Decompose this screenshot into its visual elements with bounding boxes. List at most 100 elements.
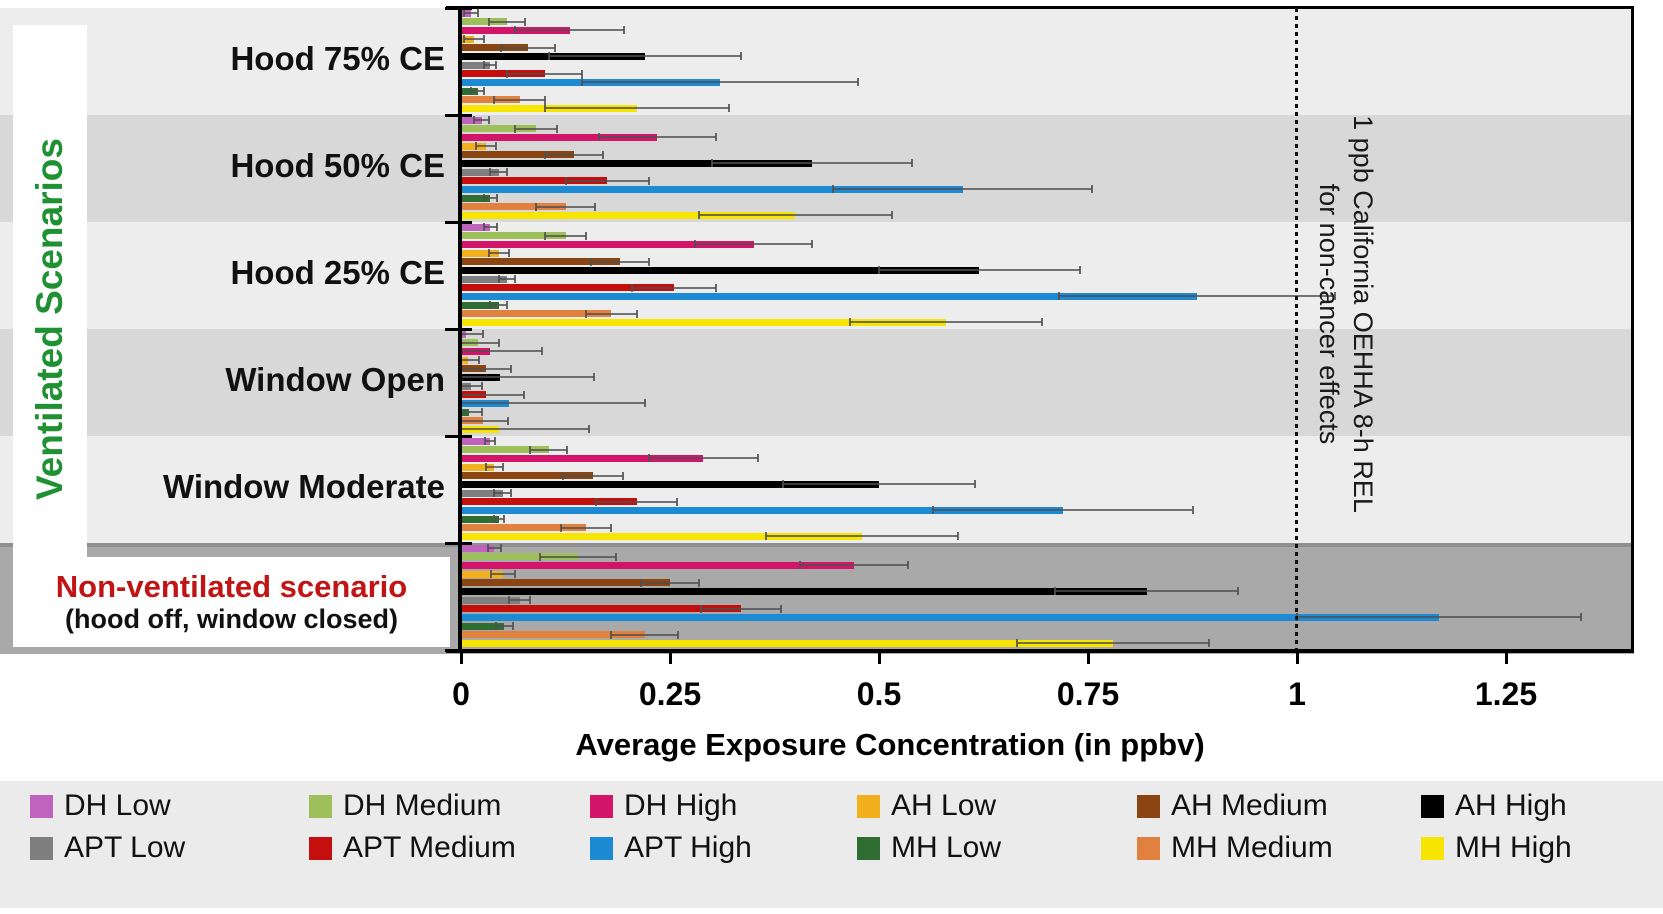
legend-label: APT Medium bbox=[343, 831, 516, 864]
error-bar bbox=[508, 599, 531, 601]
error-bar bbox=[493, 518, 504, 520]
error-bar bbox=[582, 81, 859, 84]
category-label-4: Window Moderate bbox=[162, 467, 445, 505]
scenario-band-3 bbox=[0, 329, 1634, 436]
error-bar bbox=[486, 466, 503, 468]
bar-mh-high bbox=[461, 211, 796, 219]
error-bar-cap-low bbox=[543, 104, 546, 113]
error-bar bbox=[879, 269, 1080, 272]
error-bar-cap-low bbox=[631, 283, 634, 292]
error-bar-cap-high bbox=[480, 382, 483, 390]
bar-ah-low bbox=[461, 142, 487, 150]
bar-apt-high bbox=[461, 506, 1063, 514]
error-bar-cap-high bbox=[514, 275, 517, 283]
nonventilated-subtitle: (hood off, window closed) bbox=[65, 604, 398, 635]
error-bar-cap-low bbox=[492, 515, 495, 523]
bar-dh-high bbox=[461, 454, 704, 462]
error-bar-cap-high bbox=[522, 390, 525, 399]
error-bar-cap-high bbox=[507, 249, 510, 257]
error-bar-cap-low bbox=[595, 497, 598, 506]
x-axis-tick bbox=[877, 650, 881, 664]
error-bar-cap-high bbox=[513, 570, 516, 578]
error-bar bbox=[849, 321, 1042, 324]
bar-dh-medium bbox=[461, 553, 579, 561]
error-bar-cap-low bbox=[529, 445, 532, 454]
plot-right-border bbox=[1631, 6, 1634, 653]
bar-ah-medium bbox=[461, 44, 528, 52]
category-label-1: Hood 50% CE bbox=[230, 146, 445, 184]
x-axis-tick bbox=[1295, 650, 1299, 664]
error-bar-cap-low bbox=[486, 544, 489, 552]
legend-item-ah-high: AH High bbox=[1421, 791, 1567, 821]
error-bar bbox=[565, 179, 650, 182]
legend-swatch bbox=[309, 836, 332, 860]
x-tick-label: 1 bbox=[1288, 676, 1306, 712]
scenario-band-4 bbox=[0, 436, 1634, 543]
error-bar-cap-low bbox=[878, 266, 880, 275]
error-bar-cap-low bbox=[497, 275, 500, 283]
bar-dh-high bbox=[461, 561, 854, 569]
error-bar bbox=[548, 55, 742, 58]
legend-label: DH High bbox=[624, 789, 738, 822]
legend-swatch bbox=[857, 836, 880, 860]
legend-swatch bbox=[1137, 836, 1160, 860]
bar-mh-low bbox=[461, 194, 491, 202]
error-bar bbox=[833, 188, 1093, 191]
error-bar-cap-low bbox=[547, 52, 550, 61]
bar-dh-medium bbox=[461, 232, 566, 240]
error-bar bbox=[461, 385, 482, 387]
bar-dh-medium bbox=[461, 18, 507, 26]
error-bar-cap-low bbox=[848, 318, 851, 327]
error-bar bbox=[515, 127, 558, 130]
error-bar-cap-high bbox=[488, 116, 491, 124]
error-bar-cap-high bbox=[556, 124, 559, 133]
error-bar-cap-high bbox=[1078, 266, 1081, 275]
error-bar bbox=[491, 573, 515, 575]
error-bar-cap-high bbox=[494, 437, 497, 445]
error-bar-cap-high bbox=[505, 301, 508, 309]
bar-ah-medium bbox=[461, 258, 620, 266]
bar-mh-low bbox=[461, 87, 478, 95]
error-bar-cap-low bbox=[589, 257, 592, 266]
bar-ah-low bbox=[461, 249, 499, 257]
error-bar-cap-low bbox=[473, 116, 476, 124]
error-bar-cap-low bbox=[581, 78, 584, 87]
bar-ah-high bbox=[461, 266, 980, 274]
error-bar-cap-high bbox=[1191, 506, 1194, 515]
error-bar bbox=[490, 304, 507, 306]
bar-mh-medium bbox=[461, 631, 645, 639]
error-bar bbox=[461, 419, 508, 422]
legend-swatch bbox=[30, 794, 53, 818]
legend-swatch bbox=[590, 836, 613, 860]
bar-ah-medium bbox=[461, 151, 574, 159]
error-bar-cap-low bbox=[798, 561, 801, 570]
error-bar-cap-low bbox=[505, 69, 508, 78]
error-bar bbox=[561, 526, 612, 529]
bar-apt-medium bbox=[461, 498, 637, 506]
error-bar-cap-high bbox=[495, 223, 498, 231]
legend-swatch bbox=[309, 794, 332, 818]
error-bar bbox=[782, 483, 976, 486]
bar-mh-medium bbox=[461, 203, 566, 211]
error-bar-cap-high bbox=[1208, 639, 1211, 648]
error-bar bbox=[799, 564, 909, 567]
error-bar-cap-high bbox=[614, 552, 617, 561]
legend-label: MH Low bbox=[891, 831, 1002, 864]
error-bar-cap-high bbox=[675, 497, 678, 506]
error-bar bbox=[474, 119, 490, 121]
error-bar-cap-low bbox=[514, 124, 517, 133]
category-label-0: Hood 75% CE bbox=[230, 39, 445, 77]
error-bar-cap-high bbox=[727, 104, 730, 113]
bar-dh-medium bbox=[461, 446, 549, 454]
bar-mh-high bbox=[461, 318, 946, 326]
bar-apt-low bbox=[461, 489, 503, 497]
legend-item-mh-high: MH High bbox=[1421, 833, 1572, 863]
error-bar bbox=[461, 428, 589, 431]
bar-apt-high bbox=[461, 185, 963, 193]
error-bar bbox=[461, 359, 480, 361]
error-bar-cap-high bbox=[890, 211, 893, 220]
error-bar bbox=[483, 197, 497, 199]
error-bar-cap-high bbox=[974, 480, 977, 489]
error-bar bbox=[498, 278, 516, 280]
error-bar-cap-high bbox=[593, 202, 596, 211]
